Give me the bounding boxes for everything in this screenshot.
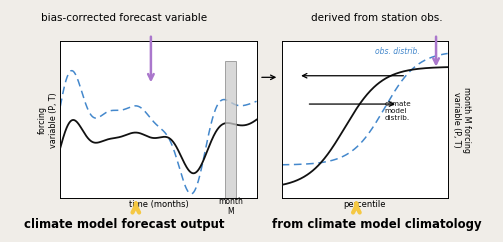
Text: month
M: month M bbox=[218, 197, 243, 216]
Text: climate
model
distrib.: climate model distrib. bbox=[385, 101, 411, 121]
Text: obs. distrib.: obs. distrib. bbox=[376, 47, 420, 56]
Text: derived from station obs.: derived from station obs. bbox=[311, 13, 443, 23]
X-axis label: time (months): time (months) bbox=[129, 200, 188, 209]
X-axis label: percentile: percentile bbox=[344, 200, 386, 209]
Text: from climate model climatology: from climate model climatology bbox=[273, 218, 482, 231]
Text: bias-corrected forecast variable: bias-corrected forecast variable bbox=[41, 13, 208, 23]
Y-axis label: month M forcing
variable (P, T): month M forcing variable (P, T) bbox=[452, 87, 471, 153]
Bar bbox=[225, 61, 236, 198]
Y-axis label: forcing
variable (P, T): forcing variable (P, T) bbox=[38, 92, 57, 148]
Text: climate model forecast output: climate model forecast output bbox=[24, 218, 225, 231]
